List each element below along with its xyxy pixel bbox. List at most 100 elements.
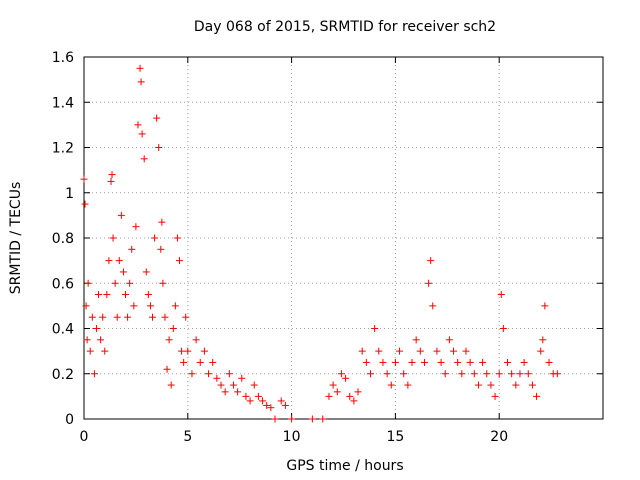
data-point: [479, 358, 487, 366]
data-point: [82, 302, 90, 310]
x-tick-label: 20: [490, 429, 508, 445]
x-tick-label: 15: [386, 429, 404, 445]
data-point: [412, 336, 420, 344]
data-point: [512, 381, 520, 389]
data-point: [541, 302, 549, 310]
data-point: [308, 415, 316, 423]
data-point: [437, 358, 445, 366]
data-point: [182, 313, 190, 321]
data-point: [346, 392, 354, 400]
y-tick-label: 0.6: [52, 276, 74, 292]
data-point: [254, 392, 262, 400]
data-point: [134, 121, 142, 129]
x-tick-label: 0: [80, 429, 89, 445]
data-point: [132, 223, 140, 231]
data-point: [445, 336, 453, 344]
data-point: [163, 365, 171, 373]
data-point: [375, 347, 383, 355]
data-point: [128, 245, 136, 253]
y-tick-label: 0: [65, 412, 74, 428]
x-tick-labels: 0 5 10 15 20: [80, 429, 509, 445]
data-point: [184, 347, 192, 355]
data-point: [325, 392, 333, 400]
data-point: [238, 374, 246, 382]
data-point: [153, 114, 161, 122]
data-point: [508, 370, 516, 378]
data-point: [288, 415, 296, 423]
data-point: [458, 370, 466, 378]
data-point: [319, 415, 327, 423]
data-point: [358, 347, 366, 355]
data-point: [95, 291, 103, 299]
data-point: [487, 381, 495, 389]
data-point: [173, 234, 181, 242]
data-point: [122, 291, 130, 299]
y-tick-label: 1.4: [52, 95, 74, 111]
data-point: [545, 358, 553, 366]
data-point: [462, 347, 470, 355]
data-point: [178, 347, 186, 355]
data-point: [474, 381, 482, 389]
data-point: [158, 218, 166, 226]
x-axis-label: GPS time / hours: [286, 458, 403, 474]
data-point: [263, 401, 271, 409]
data-point: [196, 358, 204, 366]
data-point: [420, 358, 428, 366]
data-point: [138, 130, 146, 138]
data-point: [115, 257, 123, 265]
data-point: [516, 370, 524, 378]
data-point: [117, 211, 125, 219]
data-point: [281, 401, 289, 409]
data-point: [151, 234, 159, 242]
data-point: [90, 370, 98, 378]
data-point: [159, 279, 167, 287]
data-point: [175, 257, 183, 265]
data-point: [205, 370, 213, 378]
data-point: [161, 313, 169, 321]
data-point: [271, 415, 279, 423]
axis-ticks: [83, 56, 603, 420]
data-point: [107, 177, 115, 185]
y-tick-label: 1.2: [52, 141, 74, 157]
data-point: [83, 336, 91, 344]
data-point: [113, 313, 121, 321]
data-point: [333, 388, 341, 396]
data-point: [354, 388, 362, 396]
data-point: [80, 175, 88, 183]
data-point: [246, 397, 254, 405]
data-point: [157, 245, 165, 253]
data-point: [119, 268, 127, 276]
data-point: [213, 374, 221, 382]
data-point: [416, 347, 424, 355]
data-point: [192, 336, 200, 344]
data-point: [146, 302, 154, 310]
data-point: [329, 381, 337, 389]
data-point: [217, 381, 225, 389]
x-tick-label: 5: [183, 429, 192, 445]
data-point: [350, 397, 358, 405]
data-point: [433, 347, 441, 355]
data-point: [466, 358, 474, 366]
data-point: [524, 370, 532, 378]
data-point: [169, 325, 177, 332]
data-points: [80, 64, 561, 423]
data-point: [362, 358, 370, 366]
data-point: [454, 358, 462, 366]
y-tick-label: 0.8: [52, 231, 74, 247]
data-point: [221, 388, 229, 396]
data-point: [342, 374, 350, 382]
data-point: [108, 171, 116, 179]
data-point: [88, 313, 96, 321]
data-point: [379, 358, 387, 366]
data-point: [188, 370, 196, 378]
data-point: [528, 381, 536, 389]
data-point: [400, 370, 408, 378]
data-point: [499, 325, 507, 332]
data-point: [537, 347, 545, 355]
data-point: [136, 64, 144, 72]
data-point: [242, 392, 250, 400]
y-axis-label: SRMTID / TECUs: [8, 182, 24, 295]
data-point: [427, 257, 435, 265]
data-point: [111, 279, 119, 287]
